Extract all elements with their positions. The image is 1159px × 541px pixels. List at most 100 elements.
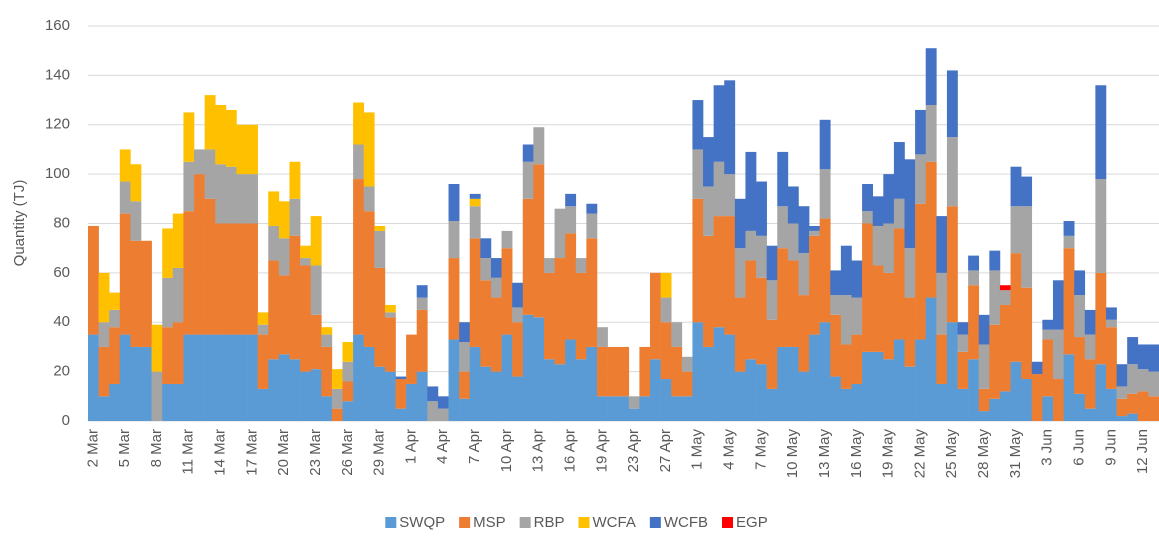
x-tick-label: 11 Mar: [180, 429, 197, 475]
bar-segment: [331, 388, 343, 409]
bar-segment: [586, 203, 598, 214]
bar-segment: [872, 225, 884, 266]
bar-segment: [225, 166, 237, 224]
bar-segment: [119, 213, 131, 335]
bar-segment: [872, 196, 884, 226]
x-tick-label: 10 Apr: [498, 429, 515, 472]
bar-segment: [130, 201, 142, 241]
bar-segment: [734, 371, 746, 421]
bar-segment: [575, 258, 587, 273]
bar-segment: [1074, 337, 1086, 394]
legend-swatch: [459, 517, 471, 528]
x-tick-label: 23 Mar: [307, 429, 324, 476]
bar-segment: [671, 346, 683, 397]
bar-segment: [448, 221, 460, 259]
bar-segment: [925, 161, 937, 298]
bar-segment: [936, 216, 948, 273]
bar-segment: [278, 201, 290, 239]
bar-segment: [596, 396, 608, 421]
bar-segment: [88, 225, 99, 335]
bar-segment: [183, 334, 195, 421]
x-tick-label: 17 Mar: [243, 429, 260, 476]
bar-segment: [893, 142, 905, 199]
x-tick-label: 7 Apr: [466, 429, 483, 464]
bar-segment: [151, 371, 163, 421]
bar-segment: [925, 105, 937, 162]
bar-segment: [215, 334, 227, 421]
bar-segment: [862, 351, 873, 421]
bar-segment: [957, 351, 969, 389]
legend-swatch: [649, 517, 661, 528]
bar-segment: [130, 240, 142, 347]
bar-segment: [883, 272, 895, 360]
bar-segment: [194, 334, 205, 421]
bar-segment: [268, 225, 280, 261]
bar-segment: [162, 383, 174, 421]
bar-segment: [353, 144, 365, 180]
bar-segment: [936, 334, 948, 384]
bar-segment: [533, 164, 545, 318]
bar-segment: [374, 230, 386, 268]
bar-segment: [893, 339, 905, 421]
bar-segment: [650, 272, 661, 360]
bar-segment: [681, 356, 693, 372]
bar-segment: [713, 85, 725, 162]
bar-segment: [819, 119, 831, 170]
bar-segment: [310, 216, 322, 266]
bar-segment: [851, 334, 863, 384]
bar-segment: [331, 369, 343, 389]
bar-segment: [946, 322, 958, 421]
bar-segment: [247, 174, 258, 224]
bar-segment: [660, 322, 672, 380]
legend-label: EGP: [736, 514, 768, 531]
bar-segment: [215, 105, 227, 165]
bar-segment: [1116, 386, 1128, 399]
bar-segment: [1052, 280, 1064, 330]
bar-segment: [257, 312, 269, 325]
bar-segment: [1127, 393, 1139, 414]
bar-segment: [554, 364, 566, 421]
bar-segment: [342, 381, 354, 402]
legend-swatch: [385, 517, 397, 528]
bar-segment: [459, 371, 471, 399]
bar-segment: [681, 396, 693, 421]
bar-segment: [692, 100, 704, 150]
bar-segment: [384, 317, 396, 372]
bar-segment: [787, 260, 799, 347]
bar-segment: [586, 346, 598, 421]
bar-segment: [904, 159, 916, 249]
bar-segment: [671, 322, 683, 347]
bar-segment: [512, 307, 524, 323]
bar-segment: [469, 198, 481, 207]
bar-segment: [459, 342, 471, 372]
bar-segment: [915, 154, 927, 204]
bar-segment: [830, 376, 842, 421]
bar-segment: [109, 383, 121, 421]
bar-segment: [851, 260, 863, 298]
bar-segment: [692, 198, 704, 323]
bar-segment: [1116, 364, 1128, 387]
bar-segment: [183, 211, 195, 335]
bar-segment: [1148, 371, 1159, 397]
bar-segment: [543, 272, 555, 360]
bar-segment: [925, 297, 937, 421]
bar-segment: [257, 388, 269, 421]
bar-segment: [225, 334, 237, 421]
bar-segment: [1095, 85, 1107, 180]
bar-segment: [915, 339, 927, 421]
bar-segment: [872, 351, 884, 421]
y-tick-label: 60: [53, 264, 70, 281]
bar-segment: [862, 184, 873, 212]
bar-segment: [734, 248, 746, 298]
bar-segment: [162, 327, 174, 384]
bar-segment: [713, 161, 725, 217]
bar-segment: [268, 191, 280, 226]
bar-segment: [883, 359, 895, 421]
bar-segment: [1010, 253, 1022, 362]
bar-segment: [310, 314, 322, 370]
bar-segment: [830, 314, 842, 377]
bar-segment: [745, 260, 757, 360]
bar-segment: [331, 408, 343, 421]
bar-segment: [1074, 270, 1086, 296]
